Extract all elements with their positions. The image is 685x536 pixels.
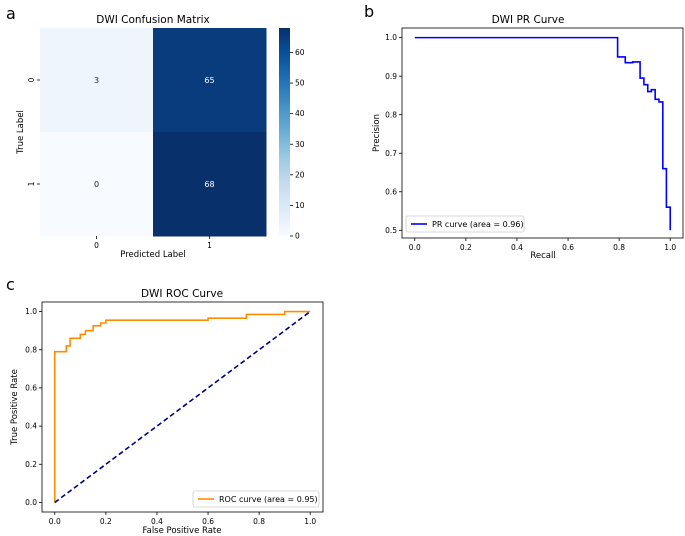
pr-x-tick-label: 0.4 bbox=[511, 243, 523, 252]
pr-x-axis-label: Recall bbox=[530, 251, 555, 261]
pr-y-tick-label: 0.8 bbox=[385, 110, 397, 119]
cm-cell-1-1 bbox=[153, 132, 267, 237]
roc-curve-chart: DWI ROC Curve 0.0 0.2 0.4 0.6 0.8 1.0 0.0 0.2 0.… bbox=[10, 288, 324, 536]
roc-legend-box bbox=[192, 490, 320, 508]
pr-series-line-0 bbox=[414, 36, 672, 231]
pr-plot-frame bbox=[401, 27, 684, 239]
cm-colorbar-tick-label: 40 bbox=[295, 109, 305, 118]
roc-x-tick-label: 0.0 bbox=[49, 517, 61, 526]
roc-y-tick-label: 1.0 bbox=[25, 307, 37, 316]
pr-legend-label: PR curve (area = 0.96) bbox=[432, 220, 524, 229]
pr-y-tick-label: 1.0 bbox=[385, 33, 397, 42]
panel-label-a: a bbox=[6, 4, 16, 23]
roc-series-line-0 bbox=[53, 310, 311, 503]
pr-x-tick-label: 0.0 bbox=[409, 243, 421, 252]
pr-x-tick-label: 0.6 bbox=[562, 243, 574, 252]
roc-y-tick-label: 0.0 bbox=[25, 498, 37, 507]
pr-y-tick-label: 0.7 bbox=[385, 149, 397, 158]
pr-legend-box bbox=[405, 215, 525, 233]
pr-y-tick-label: 0.5 bbox=[385, 226, 397, 235]
cm-y-axis-label: True Label bbox=[16, 110, 26, 155]
cm-colorbar-tick-label: 60 bbox=[295, 48, 305, 57]
roc-x-tick-label: 0.2 bbox=[100, 517, 112, 526]
roc-title: DWI ROC Curve bbox=[141, 288, 223, 300]
roc-y-tick-label: 0.4 bbox=[25, 422, 37, 431]
pr-x-tick-label: 0.2 bbox=[460, 243, 472, 252]
roc-x-tick-label: 0.8 bbox=[253, 517, 265, 526]
roc-y-tick-label: 0.8 bbox=[25, 345, 37, 354]
panel-label-c: c bbox=[6, 275, 15, 294]
pr-x-tick-label: 1.0 bbox=[664, 243, 676, 252]
pr-curve-chart: DWI PR Curve 0.0 0.2 0.4 0.6 0.8 1.0 0.5 0.6 0.7… bbox=[372, 14, 684, 261]
roc-x-tick-label: 0.4 bbox=[151, 517, 163, 526]
cm-cell-value-1-0: 0 bbox=[94, 180, 99, 189]
roc-legend-label: ROC curve (area = 0.95) bbox=[219, 495, 318, 504]
pr-y-tick-label: 0.9 bbox=[385, 72, 397, 81]
cm-cell-value-0-0: 3 bbox=[94, 76, 99, 85]
cm-cell-1-0 bbox=[40, 132, 154, 237]
cm-x-tick-label: 0 bbox=[94, 241, 99, 250]
cm-colorbar bbox=[279, 28, 290, 236]
cm-cell-value-0-1: 65 bbox=[204, 76, 214, 85]
roc-plot-frame bbox=[41, 301, 324, 513]
roc-y-tick-label: 0.2 bbox=[25, 460, 37, 469]
cm-y-tick-label: 1 bbox=[27, 181, 36, 186]
cm-colorbar-tick-label: 0 bbox=[295, 232, 300, 241]
cm-colorbar-tick-label: 50 bbox=[295, 79, 305, 88]
cm-cell-0-0 bbox=[40, 28, 154, 133]
cm-cell-0-1 bbox=[153, 28, 267, 133]
cm-title: DWI Confusion Matrix bbox=[96, 14, 210, 26]
cm-cell-value-1-1: 68 bbox=[204, 180, 214, 189]
panel-label-b: b bbox=[364, 2, 374, 21]
pr-y-axis-label: Precision bbox=[372, 114, 382, 152]
cm-y-tick-label: 0 bbox=[27, 77, 36, 82]
cm-colorbar-tick-label: 20 bbox=[295, 170, 305, 179]
pr-title: DWI PR Curve bbox=[492, 14, 565, 26]
roc-x-tick-label: 0.6 bbox=[202, 517, 214, 526]
cm-colorbar-tick-label: 30 bbox=[295, 140, 305, 149]
cm-x-tick-label: 1 bbox=[207, 241, 212, 250]
pr-x-tick-label: 0.8 bbox=[613, 243, 625, 252]
roc-x-axis-label: False Positive Rate bbox=[143, 526, 222, 536]
roc-y-axis-label: True Positive Rate bbox=[10, 369, 20, 446]
roc-x-tick-label: 1.0 bbox=[304, 517, 316, 526]
roc-series-line-1 bbox=[54, 310, 311, 504]
roc-y-tick-label: 0.6 bbox=[25, 384, 37, 393]
cm-x-axis-label: Predicted Label bbox=[120, 250, 186, 260]
cm-colorbar-tick-label: 10 bbox=[295, 201, 305, 210]
confusion-matrix-chart: DWI Confusion Matrix 3 65 0 68 0 1 0 1 Predic… bbox=[16, 14, 305, 260]
pr-y-tick-label: 0.6 bbox=[385, 187, 397, 196]
